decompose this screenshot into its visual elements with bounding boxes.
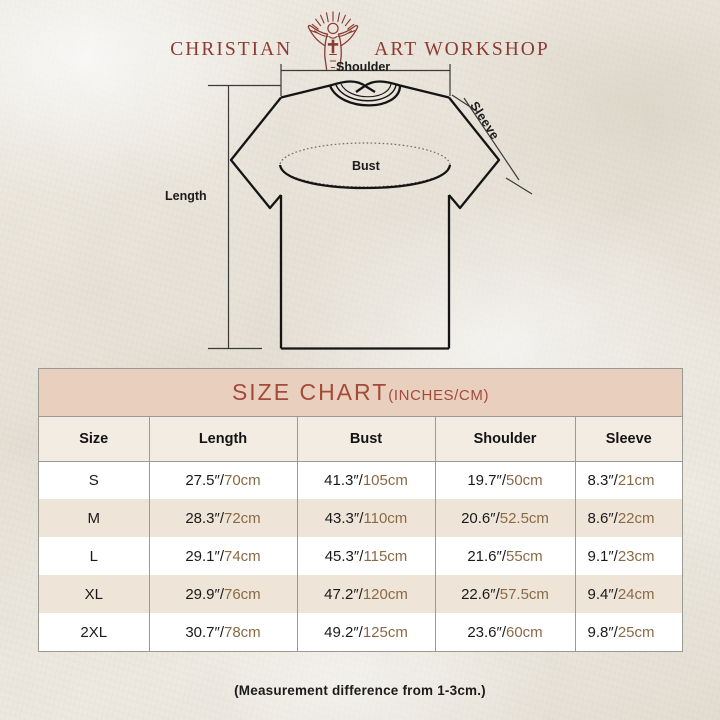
cell-length: 27.5″/70cm [149,461,298,499]
cell-size: XL [39,575,150,613]
cell-bust: 43.3″/110cm [297,499,436,537]
column-header-length: Length [149,416,298,462]
cell-sleeve: 8.3″/21cm [575,461,682,499]
sleeve-measure-line [451,94,533,195]
length-measure-line [208,84,281,350]
cell-shoulder: 20.6″/52.5cm [435,499,576,537]
brand-header: CHRISTIAN [0,11,720,72]
cell-bust: 47.2″/120cm [297,575,436,613]
cell-bust: 45.3″/115cm [297,537,436,575]
table-row: M 28.3″/72cm 43.3″/110cm 20.6″/52.5cm 8.… [39,499,682,537]
table-title-sub: (INCHES/CM) [388,386,490,404]
column-header-shoulder: Shoulder [435,416,576,462]
cell-bust: 41.3″/105cm [297,461,436,499]
cell-size: L [39,537,150,575]
column-header-bust: Bust [297,416,436,462]
cell-shoulder: 21.6″/55cm [435,537,576,575]
size-chart-table: SIZE CHART(INCHES/CM) Size Length Bust S… [38,368,683,652]
shoulder-measure-line [280,64,451,96]
tshirt-outline [229,80,501,350]
risen-christ-cross-icon [296,10,370,72]
cell-sleeve: 9.4″/24cm [575,575,682,613]
table-row: 2XL 30.7″/78cm 49.2″/125cm 23.6″/60cm 9.… [39,613,682,651]
measurement-note: (Measurement difference from 1-3cm.) [234,683,486,698]
cell-shoulder: 19.7″/50cm [435,461,576,499]
cell-length: 28.3″/72cm [149,499,298,537]
cell-shoulder: 23.6″/60cm [435,613,576,651]
table-header-row: Size Length Bust Shoulder Sleeve [39,416,682,462]
table-title-cell: SIZE CHART(INCHES/CM) [39,369,682,417]
length-label: Length [165,189,207,203]
bust-ellipse [278,142,452,190]
cell-shoulder: 22.6″/57.5cm [435,575,576,613]
cell-sleeve: 9.8″/25cm [575,613,682,651]
table-row: L 29.1″/74cm 45.3″/115cm 21.6″/55cm 9.1″… [39,537,682,575]
column-header-sleeve: Sleeve [575,416,682,462]
cell-size: 2XL [39,613,150,651]
table-row: S 27.5″/70cm 41.3″/105cm 19.7″/50cm 8.3″… [39,461,682,499]
cell-sleeve: 9.1″/23cm [575,537,682,575]
table-title-main: SIZE CHART [231,378,389,405]
cell-length: 29.1″/74cm [149,537,298,575]
table-row: XL 29.9″/76cm 47.2″/120cm 22.6″/57.5cm 9… [39,575,682,613]
tshirt-measurement-diagram: Shoulder Bust Length Sleeve [165,60,533,350]
bust-label: Bust [352,159,380,173]
table-title-row: SIZE CHART(INCHES/CM) [39,369,682,417]
cell-sleeve: 8.6″/22cm [575,499,682,537]
column-header-size: Size [39,416,150,462]
brand-right-word: ART WORKSHOP [374,39,550,60]
cell-length: 29.9″/76cm [149,575,298,613]
cell-size: M [39,499,150,537]
cell-bust: 49.2″/125cm [297,613,436,651]
cell-size: S [39,461,150,499]
brand-left-word: CHRISTIAN [170,39,293,60]
cell-length: 30.7″/78cm [149,613,298,651]
shoulder-label: Shoulder [336,60,391,74]
